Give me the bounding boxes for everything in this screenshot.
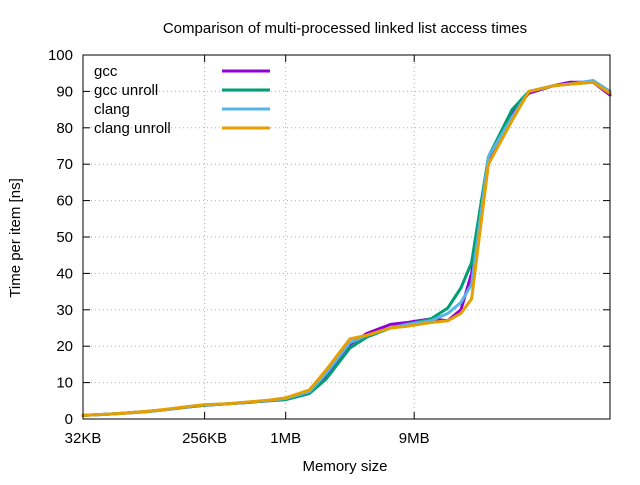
- y-tick-label: 20: [56, 338, 73, 355]
- y-tick-label: 90: [56, 83, 73, 100]
- y-tick-label: 70: [56, 156, 73, 173]
- legend-label: clang: [94, 101, 130, 118]
- grid-lines: [83, 55, 610, 419]
- y-tick-label: 30: [56, 302, 73, 319]
- y-tick-label: 50: [56, 229, 73, 246]
- x-axis-label: Memory size: [302, 458, 387, 475]
- y-tick-label: 60: [56, 193, 73, 210]
- y-tick-label: 0: [65, 411, 73, 428]
- y-tick-label: 100: [48, 47, 73, 64]
- x-tick-label: 256KB: [182, 430, 227, 447]
- y-tick-label: 10: [56, 375, 73, 392]
- legend-label: gcc unroll: [94, 82, 158, 99]
- chart-title: Comparison of multi-processed linked lis…: [163, 20, 527, 37]
- axis-ticks: 0 10 20 30 40 50 60 70 80 90 100 32KB 256KB 1MB 9MB: [48, 47, 610, 447]
- y-tick-label: 80: [56, 120, 73, 137]
- x-tick-label: 9MB: [399, 430, 430, 447]
- legend: gcc gcc unroll clang clang unroll: [94, 63, 270, 137]
- series-lines: [81, 79, 612, 417]
- x-tick-label: 1MB: [270, 430, 301, 447]
- y-axis-label: Time per item [ns]: [7, 178, 24, 297]
- series-line-clang-unroll: [81, 80, 612, 417]
- plot-frame: [82, 54, 611, 420]
- x-tick-label: 32KB: [65, 430, 102, 447]
- legend-label: gcc: [94, 63, 118, 80]
- y-tick-label: 40: [56, 265, 73, 282]
- legend-label: clang unroll: [94, 120, 171, 137]
